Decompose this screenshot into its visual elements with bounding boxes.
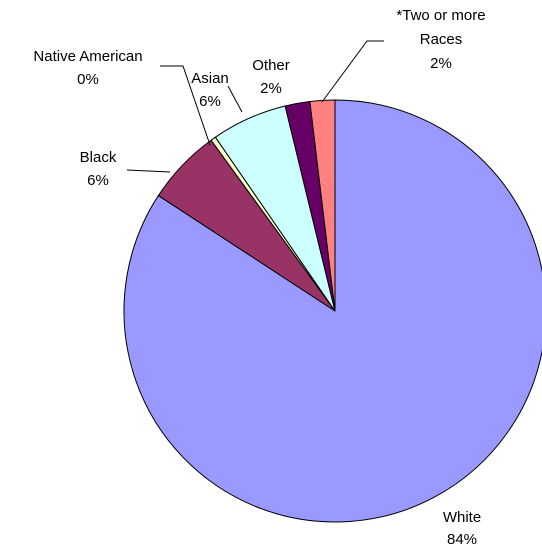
leader-line-native-american	[160, 65, 211, 146]
pie-slices	[123, 99, 542, 523]
label-native-american-percent: 0%	[77, 71, 99, 88]
leader-lines	[126, 40, 384, 173]
label-two-or-more-percent: 2%	[430, 55, 452, 72]
pie-slice-white	[123, 99, 542, 523]
leader-line-asian	[227, 85, 243, 113]
label-asian-name: Asian	[191, 70, 229, 87]
pie-slice-two-or-more-races	[309, 99, 336, 312]
label-native-american-name: Native American	[33, 48, 142, 65]
label-two-or-more-line2: Races	[420, 31, 463, 48]
leader-line-black	[126, 169, 171, 173]
label-black-percent: 6%	[87, 172, 109, 189]
label-two-or-more-line1: *Two or more	[396, 7, 485, 24]
label-black-name: Black	[80, 149, 117, 166]
label-white-name: White	[443, 509, 481, 526]
leader-line-two-or-more	[321, 40, 384, 103]
label-white-percent: 84%	[447, 531, 477, 548]
label-other-percent: 2%	[260, 80, 282, 97]
label-asian-percent: 6%	[199, 93, 221, 110]
label-other-name: Other	[252, 57, 290, 74]
